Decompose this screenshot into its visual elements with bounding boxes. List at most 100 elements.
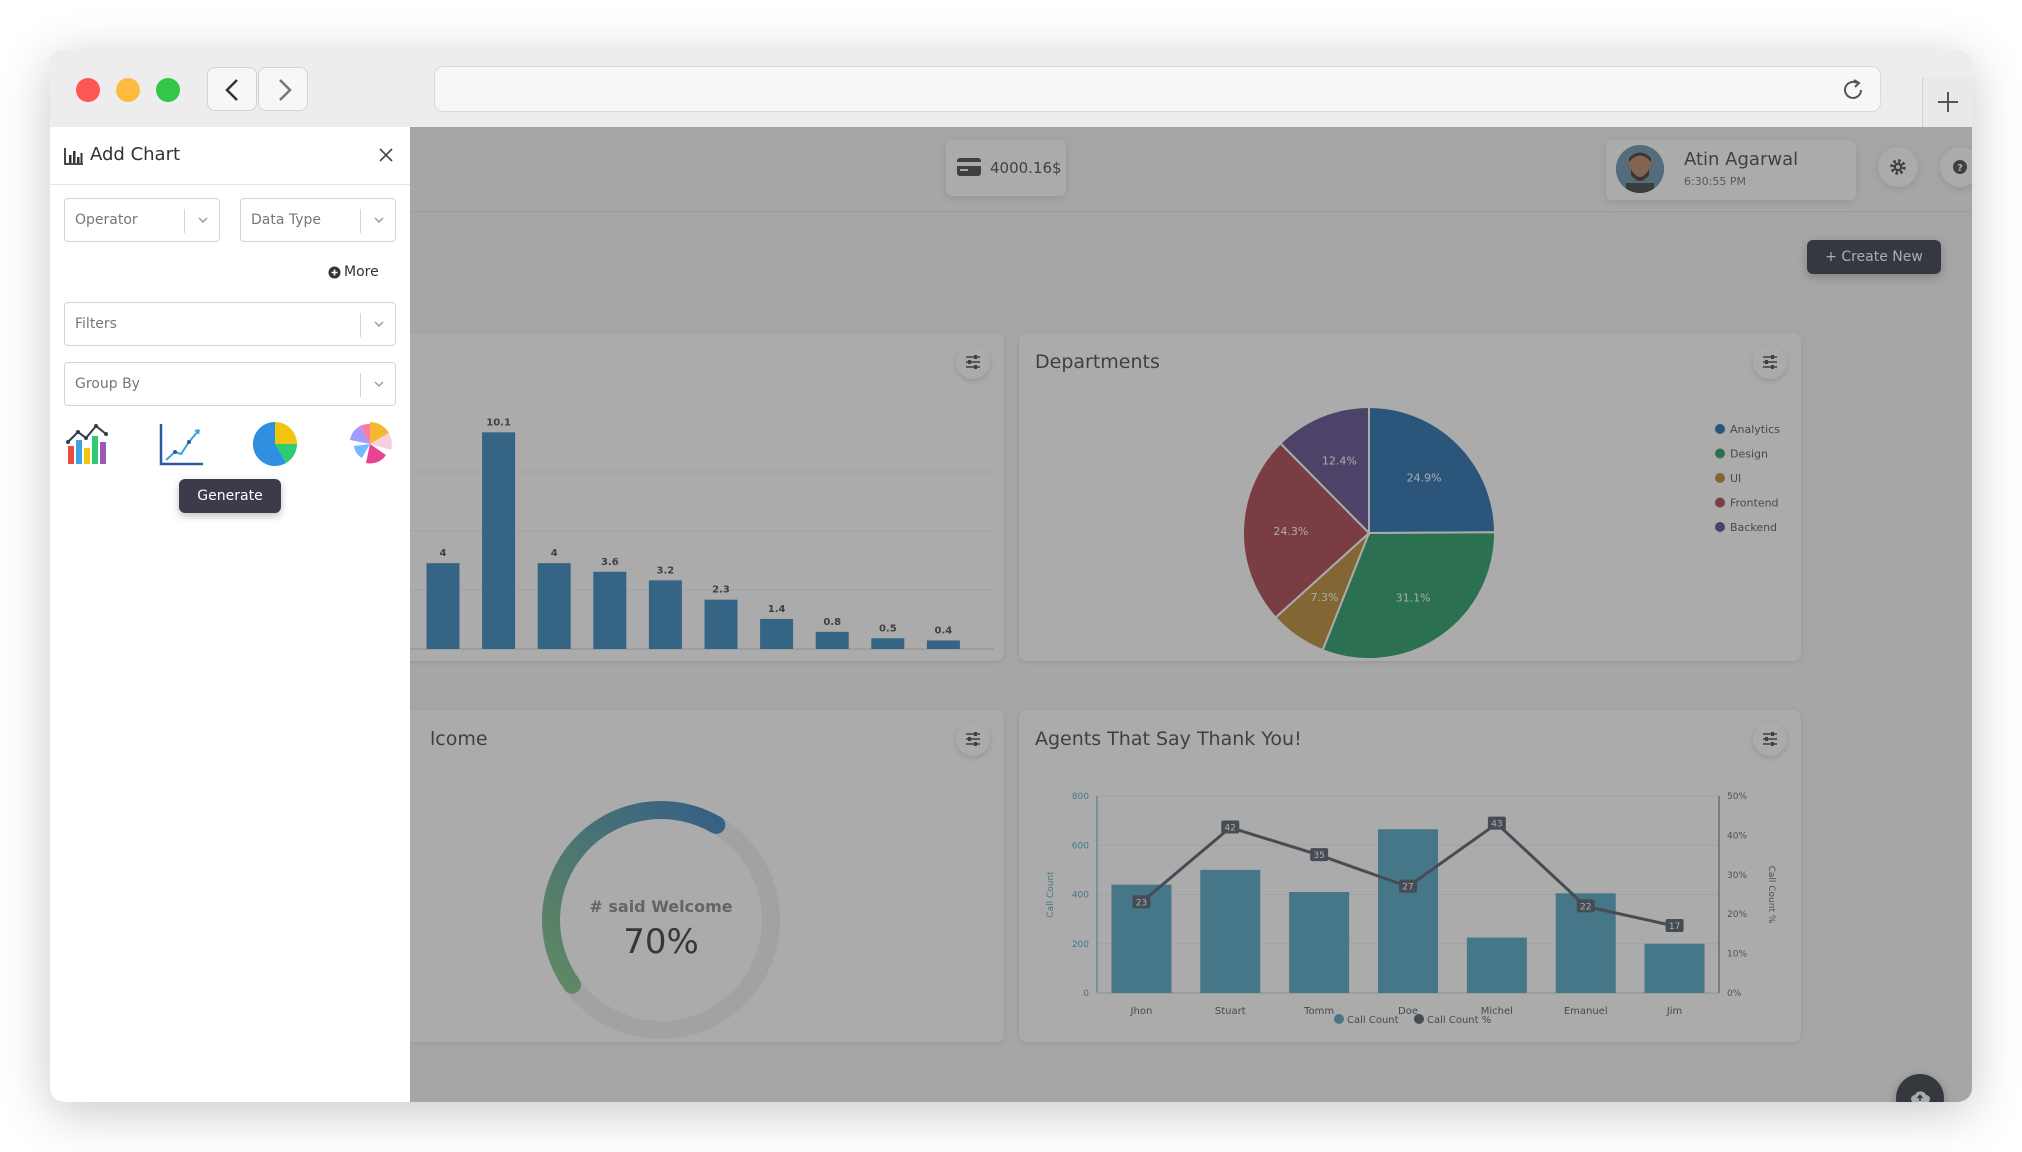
welcome-gauge: # said Welcome 70% bbox=[542, 801, 780, 1039]
bar bbox=[537, 563, 571, 649]
legend-label: Design bbox=[1730, 448, 1768, 461]
line-chart-type-icon[interactable] bbox=[157, 420, 205, 468]
minimize-window-button[interactable] bbox=[116, 78, 140, 102]
pie-chart-type-icon[interactable] bbox=[251, 420, 299, 468]
select-divider bbox=[360, 209, 361, 233]
add-chart-panel: Add Chart Operator Data Type More bbox=[50, 127, 410, 1102]
x-tick-label: Jhon bbox=[1130, 1006, 1153, 1017]
bar bbox=[760, 618, 794, 649]
avatar bbox=[1616, 145, 1664, 193]
legend-marker bbox=[1414, 1014, 1424, 1024]
settings-button[interactable] bbox=[1878, 147, 1918, 187]
gauge-center bbox=[563, 822, 759, 1018]
bar bbox=[648, 580, 682, 649]
y2-tick-label: 10% bbox=[1727, 950, 1747, 960]
point-label-box bbox=[1132, 895, 1151, 909]
pie-slice-label: 12.4% bbox=[1322, 455, 1357, 468]
card-settings-button[interactable] bbox=[1753, 722, 1787, 756]
gear-icon bbox=[1890, 159, 1906, 175]
bar-chart-type-icon[interactable] bbox=[64, 420, 112, 468]
data-type-select[interactable]: Data Type bbox=[240, 198, 396, 242]
chevron-down-icon bbox=[374, 321, 384, 327]
close-window-button[interactable] bbox=[76, 78, 100, 102]
sliders-icon bbox=[1763, 355, 1777, 369]
new-tab-button[interactable] bbox=[1922, 77, 1972, 127]
chevron-left-icon bbox=[225, 79, 238, 101]
filters-select[interactable]: Filters bbox=[64, 302, 396, 346]
more-button[interactable]: More bbox=[328, 264, 379, 280]
address-bar[interactable] bbox=[434, 66, 1881, 112]
legend-marker bbox=[1715, 473, 1725, 483]
point-label-box bbox=[1221, 820, 1240, 834]
create-new-button[interactable]: + Create New bbox=[1807, 240, 1941, 274]
plus-icon bbox=[1938, 92, 1958, 112]
bar bbox=[704, 599, 738, 649]
app-topbar: 4000.16$ Atin Agarwal 6:30:55 PM bbox=[50, 127, 1972, 212]
legend-marker bbox=[1715, 424, 1725, 434]
legend-label: UI bbox=[1730, 472, 1741, 485]
operator-select[interactable]: Operator bbox=[64, 198, 220, 242]
y-tick-label: 600 bbox=[1072, 841, 1089, 851]
help-button[interactable]: ? bbox=[1940, 147, 1972, 187]
balance-widget[interactable]: 4000.16$ bbox=[946, 140, 1066, 196]
point-label-box bbox=[1665, 919, 1684, 933]
panel-header: Add Chart bbox=[50, 127, 410, 185]
bar bbox=[1644, 943, 1705, 993]
y-tick-label: 400 bbox=[1072, 891, 1089, 901]
bar-value-label: 3.6 bbox=[601, 557, 619, 568]
polar-chart-type-icon[interactable] bbox=[346, 420, 394, 468]
point-label: 27 bbox=[1402, 883, 1413, 893]
plus-circle-icon bbox=[328, 266, 341, 279]
y2-tick-label: 30% bbox=[1727, 871, 1747, 881]
x-tick-label: Emanuel bbox=[1564, 1006, 1608, 1017]
bar-chart-icon bbox=[64, 148, 83, 165]
point-label: 43 bbox=[1491, 820, 1502, 830]
operator-placeholder: Operator bbox=[75, 212, 138, 228]
svg-text:?: ? bbox=[1957, 163, 1963, 174]
maximize-window-button[interactable] bbox=[156, 78, 180, 102]
y-axis-title: Call Count bbox=[1046, 871, 1056, 918]
y2-tick-label: 0% bbox=[1727, 989, 1742, 999]
back-button[interactable] bbox=[207, 67, 257, 111]
bar-value-label: 10.1 bbox=[486, 417, 511, 428]
pie-slice bbox=[1242, 441, 1371, 619]
pie-slice-label: 7.3% bbox=[1311, 591, 1339, 604]
point-label: 42 bbox=[1225, 824, 1236, 834]
point-label-box bbox=[1576, 899, 1595, 913]
bar-value-label: 1.4 bbox=[768, 604, 786, 615]
forward-button[interactable] bbox=[258, 67, 308, 111]
chevron-down-icon bbox=[374, 381, 384, 387]
bar bbox=[1378, 829, 1438, 993]
pie-slice-label: 24.9% bbox=[1407, 472, 1442, 485]
point-label-box bbox=[1399, 879, 1417, 893]
bar bbox=[1289, 892, 1350, 993]
bar bbox=[1466, 937, 1527, 993]
card-settings-button[interactable] bbox=[956, 345, 990, 379]
group-by-select[interactable]: Group By bbox=[64, 362, 396, 406]
bar bbox=[1200, 869, 1261, 993]
card-settings-button[interactable] bbox=[1753, 345, 1787, 379]
sliders-icon bbox=[966, 355, 980, 369]
pie-slice-label: 24.3% bbox=[1273, 525, 1308, 538]
reload-icon[interactable] bbox=[1840, 77, 1866, 103]
generate-button[interactable]: Generate bbox=[179, 479, 281, 513]
departments-card: Departments 24.9% 31.1% 7.3% 24.3% 12.4% Anal… bbox=[1019, 333, 1801, 661]
welcome-title: lcome bbox=[430, 728, 488, 750]
pie-slice bbox=[1279, 405, 1370, 536]
chevron-right-icon bbox=[279, 79, 292, 101]
card-settings-button[interactable] bbox=[956, 722, 990, 756]
close-icon[interactable] bbox=[378, 147, 394, 163]
y2-tick-label: 20% bbox=[1727, 910, 1747, 920]
select-divider bbox=[360, 313, 361, 337]
y2-tick-label: 50% bbox=[1727, 792, 1747, 802]
balance-amount: 4000.16$ bbox=[990, 159, 1062, 177]
pie-slice bbox=[1368, 405, 1497, 535]
user-profile[interactable]: Atin Agarwal 6:30:55 PM bbox=[1606, 140, 1856, 200]
agents-title: Agents That Say Thank You! bbox=[1035, 728, 1302, 750]
more-label: More bbox=[344, 264, 379, 280]
legend-label: Call Count bbox=[1347, 1015, 1399, 1026]
point-label-box bbox=[1487, 816, 1506, 830]
bar bbox=[426, 563, 460, 649]
gauge-value: 70% bbox=[623, 922, 699, 962]
help-icon: ? bbox=[1953, 160, 1967, 174]
